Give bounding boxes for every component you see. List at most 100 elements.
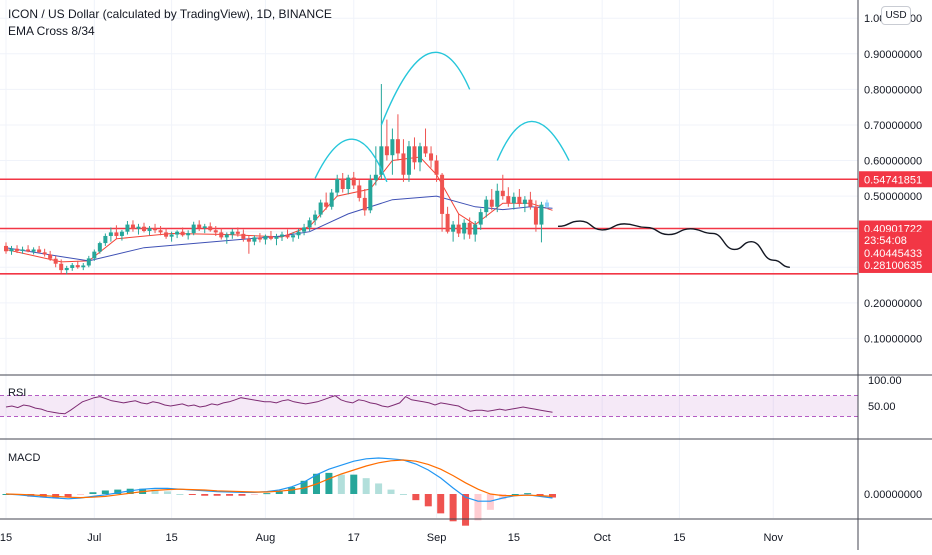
candle-body-27 bbox=[153, 228, 158, 231]
macd-histogram-bar-8 bbox=[101, 490, 109, 494]
candle-17 bbox=[97, 241, 102, 254]
candle-10 bbox=[59, 259, 64, 273]
rsi-pane bbox=[0, 395, 858, 417]
candle-28 bbox=[158, 226, 163, 236]
candle-61 bbox=[340, 172, 345, 193]
macd-histogram-bar-9 bbox=[114, 489, 122, 494]
candle-body-75 bbox=[418, 146, 422, 163]
macd-histogram-bar-16 bbox=[201, 494, 209, 496]
candle-body-10 bbox=[59, 263, 64, 271]
candle-22 bbox=[125, 221, 130, 235]
macd-histogram-bar-37 bbox=[462, 494, 470, 526]
candle-body-69 bbox=[384, 146, 389, 156]
macd-histogram-bar-20 bbox=[250, 494, 258, 495]
macd-histogram-bar-36 bbox=[449, 494, 457, 522]
candle-42 bbox=[235, 227, 240, 237]
macd-histogram-bar-44 bbox=[548, 494, 556, 498]
ema-cross-indicator-label[interactable]: EMA Cross 8/34 bbox=[8, 24, 95, 38]
currency-button[interactable]: USD bbox=[881, 6, 911, 25]
candle-44 bbox=[246, 235, 251, 254]
rsi-band-fill bbox=[0, 395, 858, 417]
candle-13 bbox=[75, 260, 80, 269]
candle-7 bbox=[42, 248, 47, 257]
price-tick-7: 0.80000000 bbox=[864, 84, 922, 96]
macd-histogram-bar-7 bbox=[89, 492, 97, 494]
symbol-title[interactable]: ICON / US Dollar (calculated by TradingV… bbox=[8, 7, 332, 21]
candle-body-86 bbox=[478, 212, 483, 225]
time-tick-7: Oct bbox=[594, 532, 611, 544]
price-tick-6: 0.70000000 bbox=[864, 120, 922, 132]
candle-body-14 bbox=[81, 265, 86, 268]
candle-50 bbox=[280, 231, 284, 241]
candle-body-70 bbox=[390, 139, 395, 156]
rsi-line bbox=[5, 395, 553, 415]
candle-58 bbox=[324, 192, 329, 210]
candle-30 bbox=[169, 231, 174, 242]
time-tick-4: 17 bbox=[348, 532, 360, 544]
candle-19 bbox=[108, 227, 113, 242]
candle-body-85 bbox=[473, 224, 478, 235]
candle-77 bbox=[429, 146, 434, 168]
macd-pane bbox=[2, 457, 556, 526]
candle-body-87 bbox=[484, 199, 489, 213]
rsi-tick-0: 100.00 bbox=[868, 375, 902, 387]
macd-histogram-bar-14 bbox=[176, 494, 184, 495]
candle-14 bbox=[81, 263, 86, 271]
candle-body-92 bbox=[511, 196, 516, 204]
candle-66 bbox=[368, 174, 373, 214]
macd-histogram-bar-18 bbox=[226, 494, 234, 496]
candle-body-33 bbox=[186, 233, 191, 236]
candle-40 bbox=[224, 232, 229, 244]
candle-35 bbox=[197, 220, 202, 231]
candle-95 bbox=[528, 191, 533, 210]
time-tick-9: Nov bbox=[763, 532, 783, 544]
candle-body-0 bbox=[4, 245, 8, 252]
candle-body-8 bbox=[48, 254, 53, 259]
candle-body-49 bbox=[274, 236, 279, 239]
rsi-pane-label[interactable]: RSI bbox=[8, 387, 27, 399]
candle-body-80 bbox=[445, 213, 450, 232]
candle-body-25 bbox=[142, 226, 146, 231]
candle-3 bbox=[20, 246, 25, 254]
macd-histogram-bar-43 bbox=[536, 494, 544, 496]
candle-97 bbox=[539, 201, 544, 243]
candle-18 bbox=[103, 233, 108, 246]
time-tick-6: 15 bbox=[508, 532, 520, 544]
candle-96 bbox=[533, 200, 538, 232]
candle-43 bbox=[241, 229, 246, 242]
candle-90 bbox=[500, 174, 505, 200]
candle-12 bbox=[70, 263, 75, 271]
time-axis[interactable]: 15 Jul 15 Aug 17 Sep 15 Oct 15 Nov bbox=[0, 532, 784, 544]
price-axis[interactable]: 0.100000000.200000000.300000000.40000000… bbox=[859, 13, 932, 501]
macd-histogram-bar-28 bbox=[350, 474, 358, 494]
macd-histogram-bar-41 bbox=[511, 494, 519, 495]
macd-pane-label[interactable]: MACD bbox=[8, 452, 41, 464]
candle-11 bbox=[64, 265, 69, 275]
candle-87 bbox=[484, 196, 489, 218]
price-label-2: 23:54:08 bbox=[864, 235, 907, 247]
candle-55 bbox=[307, 217, 312, 231]
macd-histogram-bar-12 bbox=[151, 489, 159, 494]
candle-body-97 bbox=[539, 204, 544, 225]
candle-body-3 bbox=[20, 249, 25, 251]
candle-body-51 bbox=[285, 234, 290, 238]
candle-body-18 bbox=[103, 235, 108, 244]
candle-body-91 bbox=[506, 196, 511, 204]
candle-body-1 bbox=[9, 248, 14, 252]
candle-body-31 bbox=[175, 231, 180, 235]
candle-body-28 bbox=[158, 230, 163, 233]
macd-histogram-bar-35 bbox=[437, 494, 445, 514]
candle-79 bbox=[440, 172, 445, 232]
candle-body-17 bbox=[97, 243, 102, 252]
price-tick-8: 0.90000000 bbox=[864, 49, 922, 61]
candle-83 bbox=[462, 219, 467, 240]
macd-histogram-bar-39 bbox=[486, 494, 494, 510]
candle-body-35 bbox=[197, 224, 202, 229]
drawing-annotations[interactable] bbox=[314, 51, 790, 268]
candle-82 bbox=[456, 213, 461, 238]
time-tick-8: 15 bbox=[673, 532, 685, 544]
macd-histogram-bar-26 bbox=[325, 472, 333, 494]
